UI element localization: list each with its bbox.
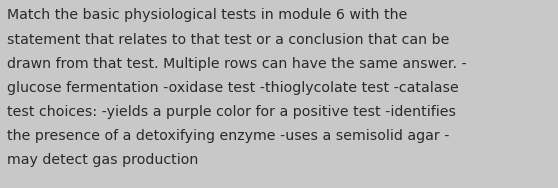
Text: statement that relates to that test or a conclusion that can be: statement that relates to that test or a…: [7, 33, 450, 46]
Text: Match the basic physiological tests in module 6 with the: Match the basic physiological tests in m…: [7, 8, 408, 22]
Text: glucose fermentation -oxidase test -thioglycolate test -catalase: glucose fermentation -oxidase test -thio…: [7, 81, 459, 95]
Text: drawn from that test. Multiple rows can have the same answer. -: drawn from that test. Multiple rows can …: [7, 57, 467, 70]
Text: the presence of a detoxifying enzyme -uses a semisolid agar -: the presence of a detoxifying enzyme -us…: [7, 129, 450, 143]
Text: may detect gas production: may detect gas production: [7, 153, 199, 167]
Text: test choices: -yields a purple color for a positive test -identifies: test choices: -yields a purple color for…: [7, 105, 456, 119]
